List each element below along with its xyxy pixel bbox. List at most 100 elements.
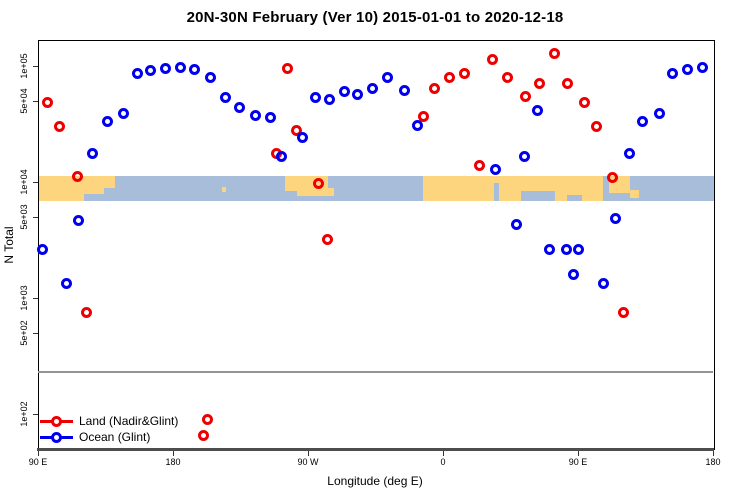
chart-title: 20N-30N February (Ver 10) 2015-01-01 to … xyxy=(186,9,564,26)
data-point-land xyxy=(590,121,602,133)
y-tick-mark xyxy=(33,66,38,67)
x-tick-label: 90 E xyxy=(28,457,48,467)
x-tick-label: 90 W xyxy=(297,457,319,467)
data-point-ocean xyxy=(174,61,186,73)
data-point-ocean xyxy=(653,107,665,119)
x-axis-title: Longitude (deg E) xyxy=(327,474,423,488)
data-point-land xyxy=(417,110,429,122)
x-tick-label: 180 xyxy=(705,457,721,467)
data-point-ocean xyxy=(159,62,171,74)
data-point-land xyxy=(71,171,83,183)
threshold-line xyxy=(38,371,713,374)
y-tick-mark xyxy=(33,216,38,218)
data-point-ocean xyxy=(131,67,143,79)
data-point-ocean xyxy=(309,91,321,103)
x-axis-line xyxy=(37,448,714,451)
map-ocean-notch xyxy=(520,191,555,201)
data-point-ocean xyxy=(510,219,522,231)
legend-circle-icon xyxy=(51,416,62,427)
data-point-land xyxy=(312,178,324,190)
y-tick-mark xyxy=(33,298,38,299)
data-point-land xyxy=(80,306,92,318)
data-point-land xyxy=(533,78,545,90)
legend-label: Land (Nadir&Glint) xyxy=(79,414,179,428)
data-point-ocean xyxy=(411,119,423,131)
data-point-ocean xyxy=(352,88,364,100)
data-point-land xyxy=(53,121,65,133)
data-point-ocean xyxy=(36,244,48,256)
data-point-ocean xyxy=(61,277,73,289)
data-point-ocean xyxy=(264,111,276,123)
data-point-land xyxy=(458,67,470,79)
y-tick-label: 5e+04 xyxy=(19,88,29,114)
data-point-ocean xyxy=(623,148,635,160)
y-tick-mark xyxy=(33,182,38,183)
data-point-land xyxy=(473,160,485,172)
y-tick-label: 5e+02 xyxy=(19,320,29,346)
y-tick-label: 1e+04 xyxy=(19,169,29,195)
data-point-land xyxy=(519,90,531,102)
x-tick-label: 90 E xyxy=(568,457,588,467)
data-point-land xyxy=(578,97,590,109)
data-point-ocean xyxy=(101,116,113,128)
data-point-ocean xyxy=(204,72,216,84)
x-tick-mark xyxy=(443,451,444,456)
x-tick-label: 180 xyxy=(165,457,181,467)
data-point-ocean xyxy=(681,63,693,75)
y-tick-label: 1e+05 xyxy=(19,53,29,79)
y-tick-mark xyxy=(33,100,38,102)
map-ocean-notch xyxy=(567,194,582,201)
data-point-ocean xyxy=(667,68,679,80)
data-point-land xyxy=(607,172,619,184)
data-point-land xyxy=(617,306,629,318)
data-point-ocean xyxy=(518,150,530,162)
legend-label: Ocean (Glint) xyxy=(79,430,151,444)
y-axis-title: N Total xyxy=(2,226,16,264)
legend-circle-icon xyxy=(51,432,62,443)
data-point-ocean xyxy=(296,132,308,144)
data-point-ocean xyxy=(572,244,584,256)
y-tick-label: 1e+03 xyxy=(19,285,29,311)
data-point-ocean xyxy=(72,214,84,226)
data-point-land xyxy=(321,233,333,245)
data-point-ocean xyxy=(338,86,350,98)
data-point-land xyxy=(290,124,302,136)
data-point-ocean xyxy=(532,105,544,117)
data-point-land xyxy=(548,48,560,60)
x-tick-mark xyxy=(173,451,174,456)
y-tick-label: 5e+03 xyxy=(19,204,29,230)
data-point-land xyxy=(443,72,455,84)
y-tick-mark xyxy=(33,332,38,334)
data-point-ocean xyxy=(597,277,609,289)
map-land-segment xyxy=(630,189,639,199)
data-point-ocean xyxy=(543,244,555,256)
y-tick-label: 1e+02 xyxy=(19,401,29,427)
data-point-land xyxy=(562,78,574,90)
data-point-ocean xyxy=(398,85,410,97)
data-point-land xyxy=(41,97,53,109)
data-point-land xyxy=(201,413,213,425)
map-land-segment xyxy=(84,175,104,194)
map-ocean-notch xyxy=(493,183,499,201)
data-point-ocean xyxy=(382,72,394,84)
data-point-land xyxy=(502,72,514,84)
x-tick-mark xyxy=(713,451,714,456)
x-tick-mark xyxy=(308,451,309,456)
x-tick-mark xyxy=(38,451,39,456)
map-land-segment xyxy=(103,175,116,189)
data-point-ocean xyxy=(233,101,245,113)
data-point-ocean xyxy=(366,82,378,94)
data-point-ocean xyxy=(560,244,572,256)
data-point-ocean xyxy=(219,92,231,104)
data-point-ocean xyxy=(144,64,156,76)
x-tick-label: 0 xyxy=(440,457,446,467)
x-tick-mark xyxy=(578,451,579,456)
y-tick-mark xyxy=(33,414,38,415)
map-land-segment xyxy=(297,188,335,196)
data-point-ocean xyxy=(489,164,501,176)
data-point-ocean xyxy=(323,94,335,106)
data-point-ocean xyxy=(275,150,287,162)
plot-area xyxy=(38,40,715,450)
data-point-land xyxy=(281,62,293,74)
